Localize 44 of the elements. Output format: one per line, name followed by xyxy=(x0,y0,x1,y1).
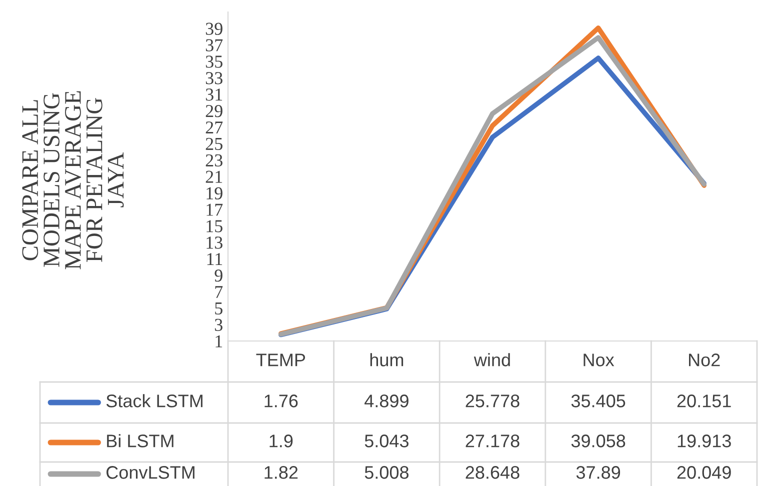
data-label: 5.008 xyxy=(364,466,409,479)
x-tick-label: No2 xyxy=(689,354,720,366)
y-tick-label: 39 xyxy=(206,22,222,35)
data-label: 20.151 xyxy=(677,394,731,408)
data-label: 35.405 xyxy=(571,394,626,408)
data-label: 27.178 xyxy=(466,434,520,448)
y-tick-label: 19 xyxy=(206,187,222,200)
x-tick-label: hum xyxy=(370,353,404,366)
y-tick-label: 31 xyxy=(206,88,222,101)
data-label: 28.648 xyxy=(466,466,520,479)
data-label: 1.76 xyxy=(264,394,298,408)
data-label: 20.049 xyxy=(677,466,731,479)
y-tick-label: 3 xyxy=(214,318,222,331)
y-tick-label: 25 xyxy=(206,138,222,150)
y-tick-label: 33 xyxy=(206,72,222,84)
x-tick-label: Nox xyxy=(584,354,614,366)
y-axis-title: COMPARE ALL MODELS USING MAPE AVERAGE FOR PETALING JAYA xyxy=(22,91,124,270)
data-label: 1.9 xyxy=(270,434,293,448)
y-tick-label: 5 xyxy=(215,302,222,315)
y-tick-label: 37 xyxy=(206,39,223,52)
data-label: 37.89 xyxy=(576,466,620,479)
y-tick-label: 7 xyxy=(215,286,223,298)
y-tick-label: 23 xyxy=(206,154,222,166)
data-label: 39.058 xyxy=(571,434,626,448)
y-tick-label: 13 xyxy=(206,236,222,249)
y-tick-label: 15 xyxy=(206,220,222,232)
y-tick-label: 1 xyxy=(216,335,222,348)
y-tick-label: 35 xyxy=(206,56,222,68)
data-label: 19.913 xyxy=(678,434,731,448)
legend-label: Stack LSTM xyxy=(106,394,202,408)
legend-label: ConvLSTM xyxy=(106,466,194,479)
legend-label: Bi LSTM xyxy=(107,434,174,448)
y-tick-label: 17 xyxy=(206,204,223,216)
x-tick-label: TEMP xyxy=(256,354,306,366)
data-label: 25.778 xyxy=(466,394,520,408)
y-tick-label: 27 xyxy=(206,121,223,134)
y-tick-label: 11 xyxy=(207,253,222,266)
x-tick-label: wind xyxy=(474,353,510,366)
data-label: 1.82 xyxy=(264,466,298,479)
y-tick-label: 9 xyxy=(214,270,222,282)
y-tick-label: 21 xyxy=(206,170,222,183)
data-label: 5.043 xyxy=(364,434,408,448)
data-label: 4.899 xyxy=(364,394,408,408)
y-tick-label: 29 xyxy=(206,105,222,118)
